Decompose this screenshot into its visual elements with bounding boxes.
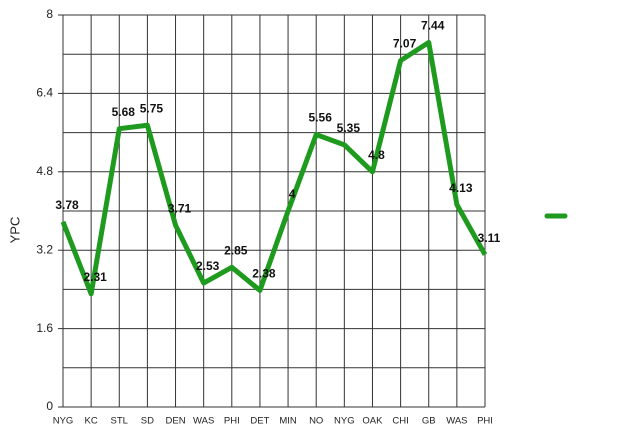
x-tick-label: PHI: [224, 416, 240, 427]
x-tick-label: KC: [85, 416, 98, 427]
x-tick-label: PHI: [477, 416, 493, 427]
data-label: 5.35: [337, 121, 361, 135]
data-label: 7.07: [393, 37, 417, 51]
data-label: 4: [289, 187, 296, 201]
x-tick-label: WAS: [446, 416, 467, 427]
data-label: 2.53: [196, 259, 220, 273]
x-tick-label: WAS: [193, 416, 214, 427]
data-label: 2.85: [224, 244, 248, 258]
x-tick-label: GB: [422, 416, 436, 427]
y-tick-label: 8: [46, 7, 53, 21]
y-tick-label: 1.6: [36, 321, 53, 335]
y-tick-label: 3.2: [36, 242, 53, 256]
data-label: 4.13: [449, 181, 473, 195]
x-tick-label: CHI: [392, 416, 408, 427]
x-tick-label: OAK: [362, 416, 383, 427]
data-label: 7.44: [421, 19, 445, 33]
y-axis-label: YPC: [7, 217, 22, 244]
x-tick-label: NYG: [53, 416, 74, 427]
x-tick-label: STL: [111, 416, 128, 427]
data-label: 2.31: [83, 270, 107, 284]
x-tick-label: SD: [141, 416, 154, 427]
y-tick-label: 0: [46, 399, 53, 413]
x-tick-label: NO: [309, 416, 323, 427]
data-label: 4.8: [368, 148, 385, 162]
y-tick-label: 4.8: [36, 164, 53, 178]
x-tick-label: NYG: [334, 416, 355, 427]
data-label: 3.11: [478, 231, 501, 245]
data-line: [60, 39, 488, 297]
data-label: 3.71: [168, 201, 192, 215]
data-label: 5.68: [112, 105, 136, 119]
data-label: 3.78: [55, 198, 79, 212]
x-tick-label: DEN: [166, 416, 186, 427]
y-tick-label: 6.4: [36, 86, 53, 100]
x-tick-label: DET: [250, 416, 269, 427]
data-label: 5.56: [309, 111, 333, 125]
x-tick-label: MIN: [279, 416, 297, 427]
data-label: 5.75: [140, 101, 164, 115]
data-label: 2.38: [252, 267, 276, 281]
